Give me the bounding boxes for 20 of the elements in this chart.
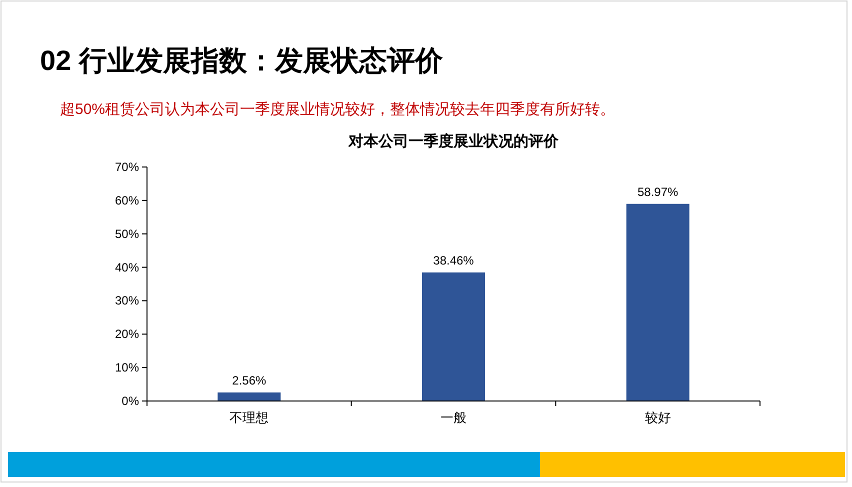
x-tick-label: 不理想 bbox=[230, 410, 269, 425]
y-tick-label: 0% bbox=[122, 394, 140, 408]
bar bbox=[422, 272, 485, 401]
text: 02 行业发展指数：发展状态评价 bbox=[40, 45, 444, 76]
y-tick-label: 60% bbox=[114, 193, 140, 208]
y-tick-label: 70% bbox=[114, 160, 140, 174]
y-tick-label: 40% bbox=[114, 260, 140, 274]
bar bbox=[218, 392, 281, 401]
data-label: 38.46% bbox=[433, 253, 474, 268]
data-label: 2.56% bbox=[232, 373, 267, 388]
chart-title: 对本公司一季度展业状况的评价 bbox=[348, 132, 560, 150]
y-tick-label: 50% bbox=[114, 226, 140, 241]
text: 超50%租赁公司认为本公司一季度展业情况较好，整体情况较去年四季度有所好转。 bbox=[60, 101, 616, 118]
bar bbox=[626, 204, 690, 401]
x-tick-label: 较好 bbox=[644, 410, 671, 425]
x-tick-label: 一般 bbox=[440, 410, 466, 425]
y-tick-label: 30% bbox=[114, 294, 140, 308]
data-label: 58.97% bbox=[637, 184, 679, 199]
y-tick-label: 10% bbox=[114, 360, 140, 375]
y-tick-label: 20% bbox=[114, 327, 140, 342]
